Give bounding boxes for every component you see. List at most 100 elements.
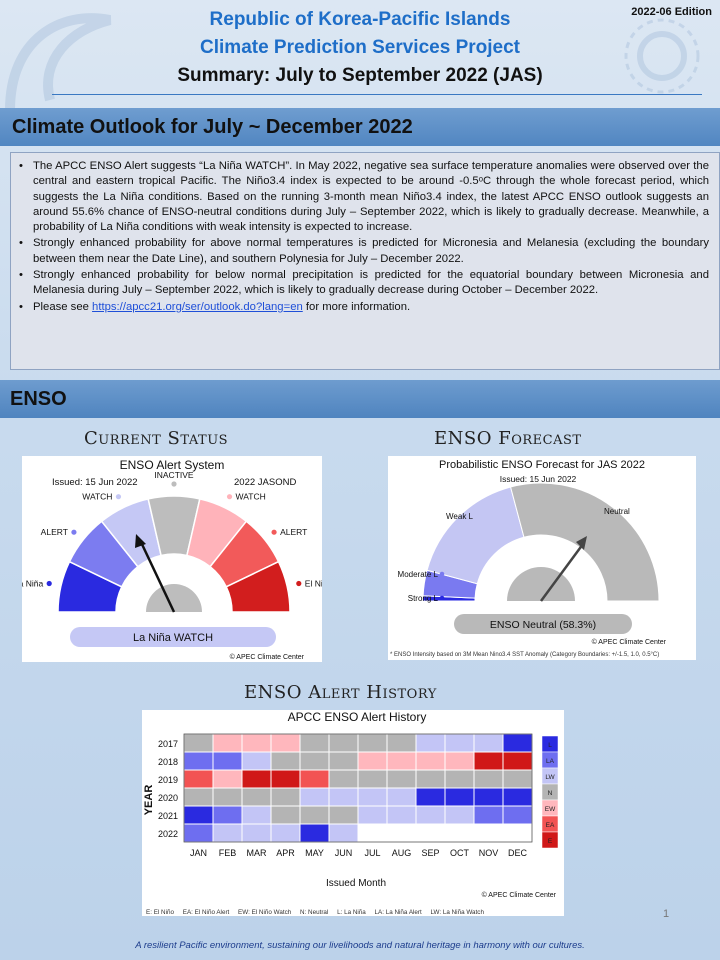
- heatmap-cell: [183, 805, 214, 825]
- heatmap-cell: [415, 787, 446, 807]
- heatmap-cell: [241, 733, 272, 753]
- forecast-panel: Probabilistic ENSO Forecast for JAS 2022…: [388, 456, 696, 660]
- heatmap-cell: [444, 787, 475, 807]
- heatmap-cell: [328, 751, 359, 771]
- gauge-label-dot: [226, 494, 233, 500]
- heatmap-cell: [473, 805, 504, 825]
- forecast-label: Weak L: [446, 512, 474, 521]
- heatmap-cell: [386, 733, 417, 753]
- alert-status: La Niña WATCH: [133, 632, 213, 644]
- legend-label: L: [548, 742, 552, 749]
- heatmap-cell: [183, 751, 214, 771]
- heatmap-cell: [357, 787, 388, 807]
- heatmap-cell: [386, 823, 417, 843]
- alert-history-panel: APCC ENSO Alert History YEAR Issued Mont…: [142, 710, 564, 916]
- enso-section-title: ENSO: [0, 380, 720, 418]
- heatmap-cell: [328, 787, 359, 807]
- heatmap-cell: [328, 733, 359, 753]
- heatmap-cell: [299, 769, 330, 789]
- heatmap-cell: [502, 769, 533, 789]
- heatmap-cell: [270, 769, 301, 789]
- header-title-line2: Climate Prediction Services Project: [200, 37, 520, 58]
- x-tick-label: FEB: [219, 848, 237, 858]
- heatmap-cell: [444, 823, 475, 843]
- heatmap-cell: [386, 805, 417, 825]
- heatmap-cell: [415, 805, 446, 825]
- heatmap-cell: [241, 751, 272, 771]
- gauge-label: INACTIVE: [154, 470, 194, 480]
- heatmap-cell: [328, 769, 359, 789]
- heatmap-cell: [299, 733, 330, 753]
- gauge-label-dot: [271, 529, 277, 535]
- gauge-label-dot: [115, 494, 122, 500]
- heatmap-cell: [415, 751, 446, 771]
- forecast-label: Neutral: [604, 507, 630, 516]
- gauge-label-dot: [46, 580, 52, 587]
- alert-title: ENSO Alert System: [120, 458, 225, 472]
- page-number: 1: [663, 908, 670, 920]
- heatmap-cell: [270, 787, 301, 807]
- legend-label: N: [548, 790, 553, 797]
- outlook-text-box: The APCC ENSO Alert suggests “La Niña WA…: [10, 152, 720, 370]
- x-tick-label: JUL: [364, 848, 380, 858]
- gauge-label-dot: [71, 529, 77, 535]
- outlook-bullet: Strongly enhanced probability for above …: [19, 236, 709, 267]
- x-tick-label: JUN: [335, 848, 353, 858]
- legend-swatch: [541, 831, 559, 849]
- forecast-hub: [507, 567, 575, 601]
- heatmap-cell: [270, 751, 301, 771]
- heatmap-cell: [183, 769, 214, 789]
- alert-history-chart: APCC ENSO Alert History YEAR Issued Mont…: [143, 710, 559, 916]
- legend-label: LA: [546, 758, 555, 765]
- heatmap-cell: [212, 751, 243, 771]
- forecast-label-dot: [439, 595, 445, 601]
- gauge-label: WATCH: [82, 492, 112, 502]
- y-tick-label: 2020: [158, 793, 178, 803]
- legend-label: EW: [545, 806, 556, 813]
- alert-status-pill: [70, 627, 276, 647]
- header: Republic of Korea-Pacific Islands Climat…: [0, 6, 720, 90]
- heatmap-cell: [473, 823, 504, 843]
- y-tick-label: 2021: [158, 811, 178, 821]
- heatmap-cell: [502, 787, 533, 807]
- outlook-bullet-link: Please see https://apcc21.org/ser/outloo…: [19, 300, 709, 316]
- heatmap-cell: [212, 805, 243, 825]
- gauge-needle-head: [135, 534, 146, 548]
- gauge-segment: [225, 560, 291, 613]
- heatmap-cell: [357, 733, 388, 753]
- heatmap-cell: [415, 823, 446, 843]
- heatmap-cell: [212, 823, 243, 843]
- heatmap-cell: [299, 805, 330, 825]
- heatmap-cell: [357, 751, 388, 771]
- heatmap-cell: [299, 751, 330, 771]
- link-suffix: for more information.: [302, 300, 411, 313]
- outlook-link[interactable]: https://apcc21.org/ser/outlook.do?lang=e…: [92, 300, 303, 313]
- heatmap-cell: [212, 733, 243, 753]
- heatmap-cell: [386, 751, 417, 771]
- alert-issued: Issued: 15 Jun 2022: [52, 477, 138, 488]
- x-axis-label: Issued Month: [326, 878, 386, 889]
- x-tick-label: OCT: [450, 848, 470, 858]
- heatmap-cell: [502, 823, 533, 843]
- heatmap-cell: [386, 769, 417, 789]
- heatmap-cell: [270, 805, 301, 825]
- heatmap-cell: [357, 823, 388, 843]
- current-status-title: Current Status: [84, 428, 229, 449]
- forecast-needle-head: [576, 536, 587, 550]
- heatmap-cell: [473, 769, 504, 789]
- heatmap-cell: [502, 733, 533, 753]
- heatmap-cell: [415, 733, 446, 753]
- forecast-label: Strong L: [408, 594, 439, 603]
- heatmap-cell: [357, 769, 388, 789]
- x-tick-label: APR: [276, 848, 295, 858]
- header-divider: [52, 94, 702, 95]
- forecast-needle: [539, 543, 585, 602]
- forecast-issued: Issued: 15 Jun 2022: [500, 474, 577, 484]
- heatmap-frame: [183, 733, 533, 843]
- heatmap-cell: [328, 805, 359, 825]
- x-tick-label: NOV: [479, 848, 499, 858]
- heatmap-cell: [183, 823, 214, 843]
- category-key: E: El Niño EA: El Niño Alert EW: El Niño…: [146, 909, 484, 916]
- heatmap-cell: [299, 823, 330, 843]
- alert-system-panel: ENSO Alert System Issued: 15 Jun 2022 20…: [14, 456, 332, 662]
